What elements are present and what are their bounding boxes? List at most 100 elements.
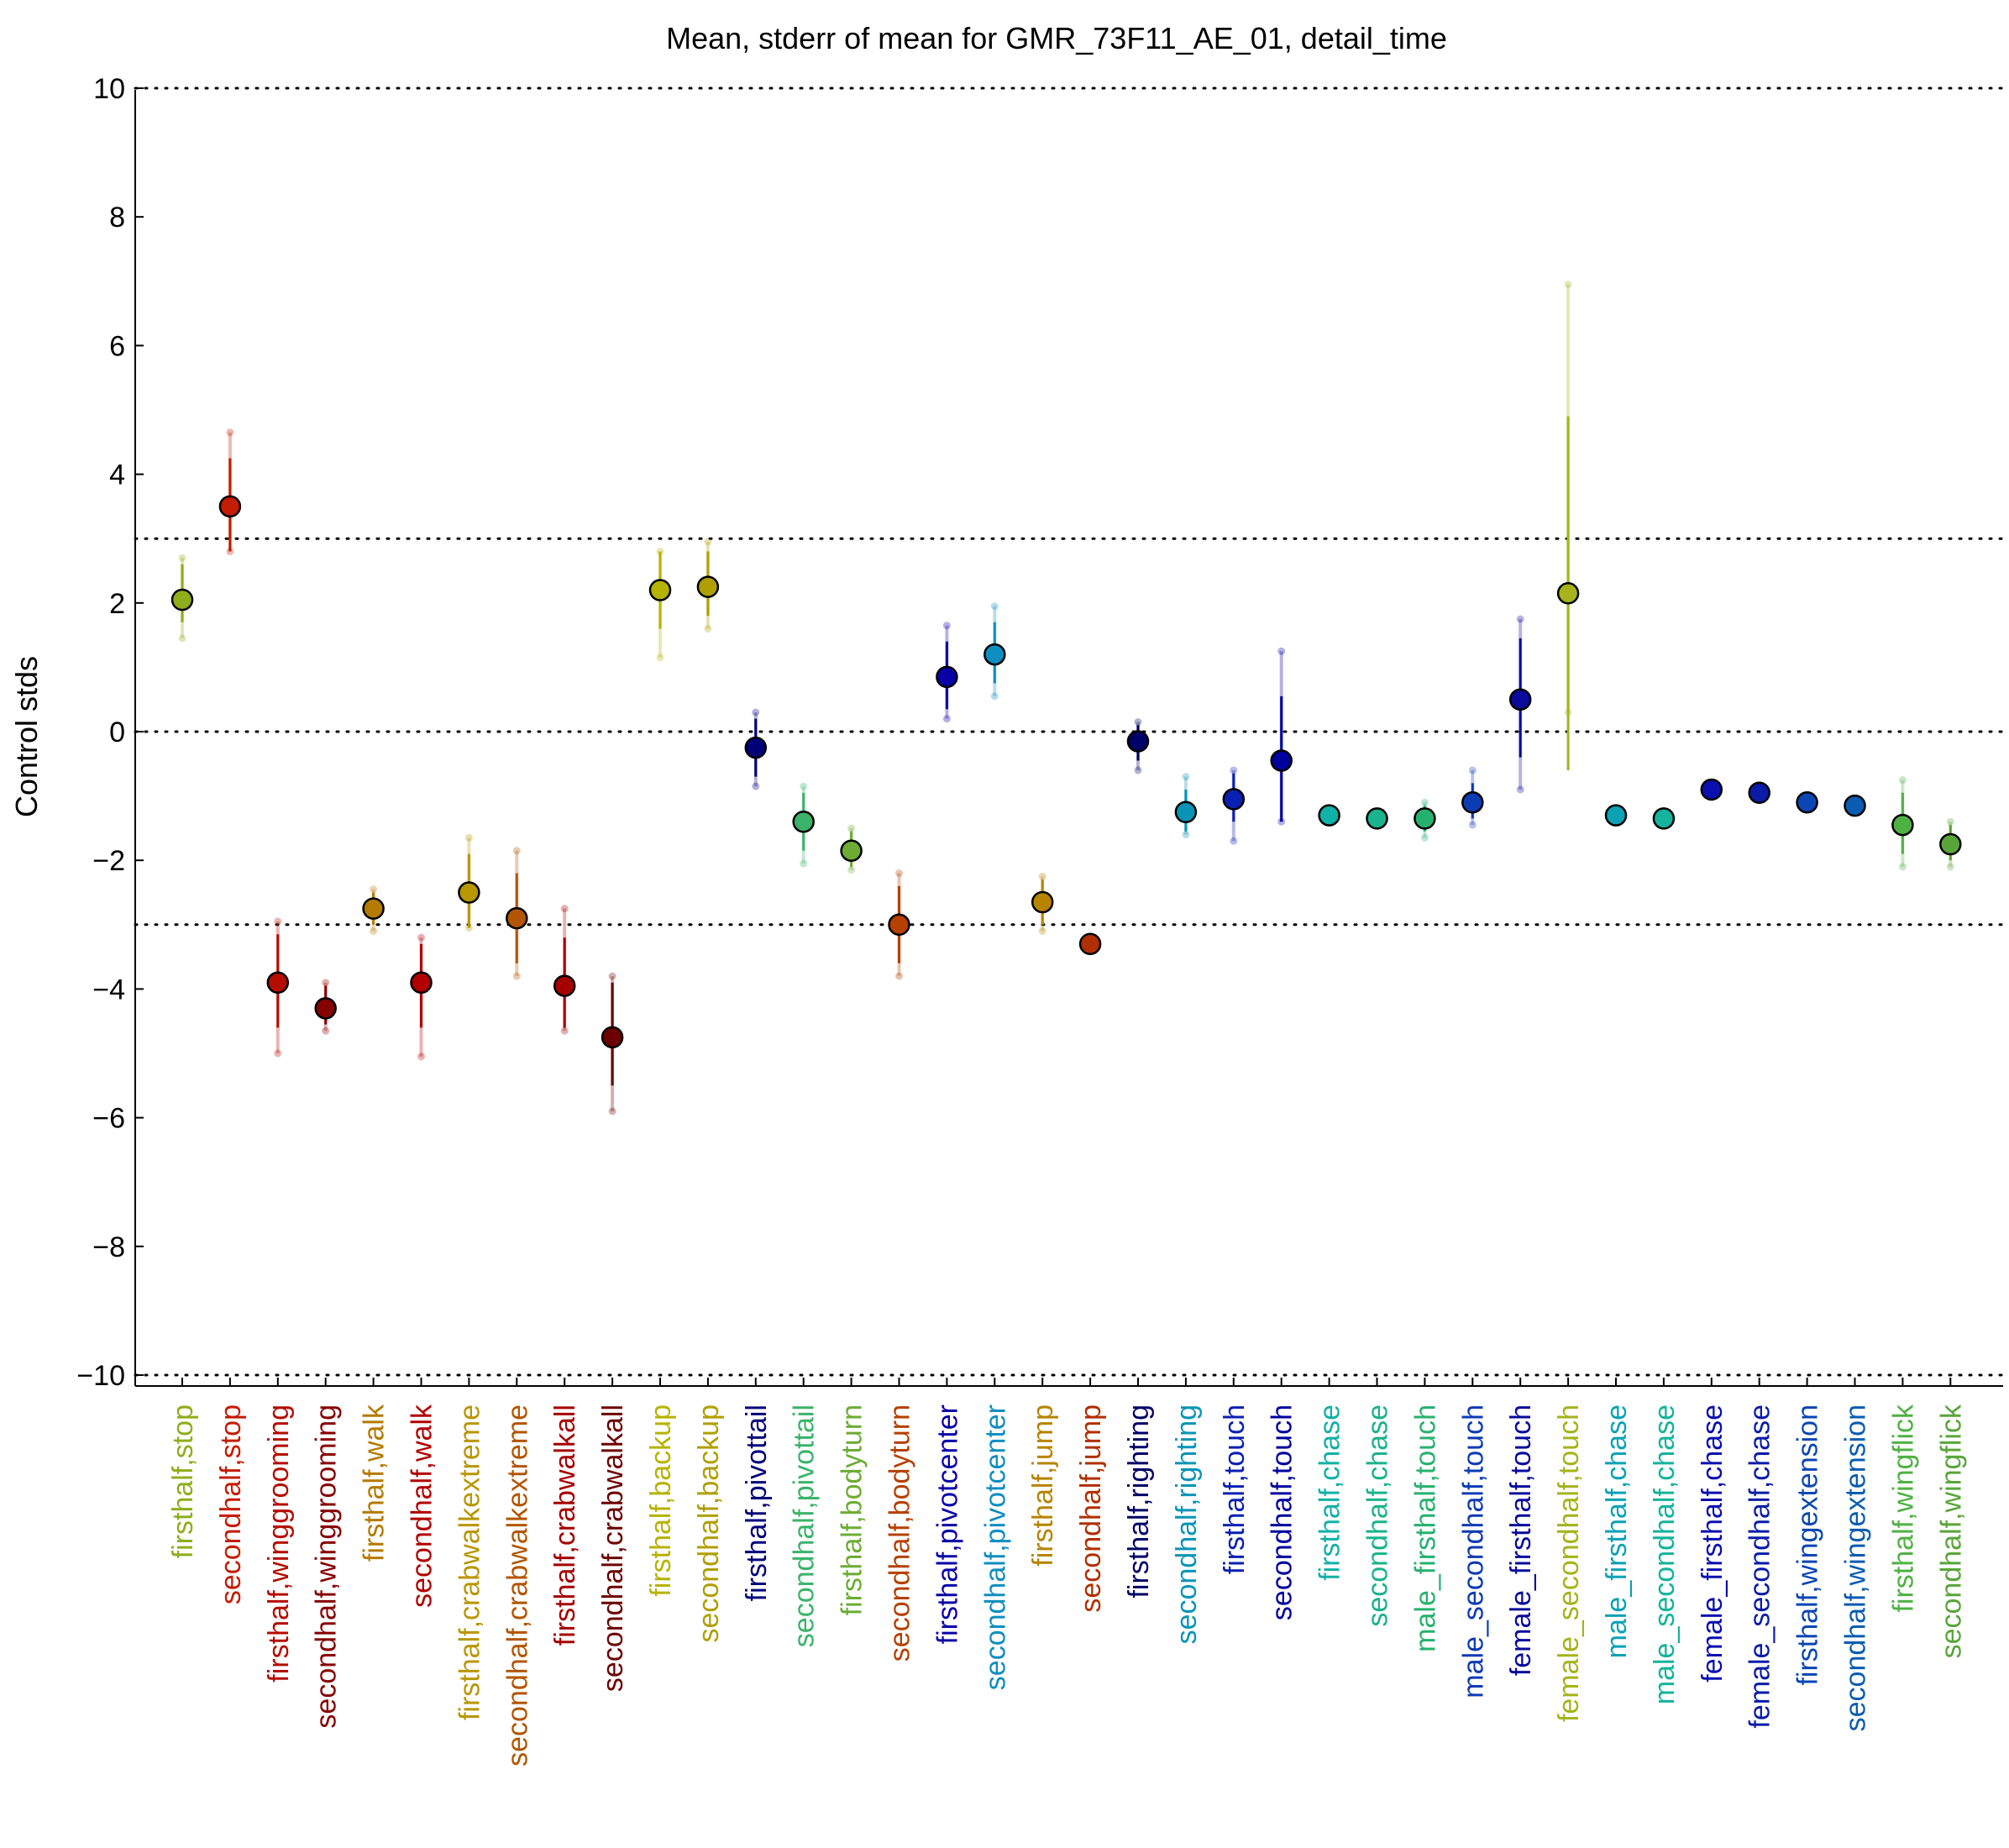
- mean-point: [1556, 582, 1580, 605]
- y-tick-label: −8: [92, 1231, 125, 1263]
- y-tick-label: −10: [76, 1360, 125, 1392]
- x-tick-label: male_firsthalf,touch: [1409, 1404, 1441, 1652]
- mean-point: [696, 575, 720, 598]
- x-tick-label: firsthalf,bodyturn: [837, 1404, 868, 1615]
- mean-point: [1318, 804, 1340, 827]
- mean-point: [792, 810, 815, 833]
- extent-high-dot: [895, 869, 903, 878]
- x-tick-label: firsthalf,pivottail: [741, 1404, 773, 1601]
- chart-title: Mean, stderr of mean for GMR_73F11_AE_01…: [666, 21, 1447, 55]
- data-point-group: [1414, 798, 1436, 842]
- y-tick-label: 0: [109, 717, 125, 748]
- mean-point: [984, 643, 1006, 666]
- extent-high-dot: [417, 933, 425, 942]
- mean-point: [1652, 807, 1676, 830]
- extent-low-dot: [274, 1049, 282, 1058]
- x-tick-label: firsthalf,walk: [359, 1404, 391, 1562]
- extent-low-dot: [942, 715, 951, 723]
- extent-high-dot: [800, 782, 808, 790]
- data-point-group: [1556, 281, 1580, 770]
- x-ticks: firsthalf,stop secondhalf,stop firsthalf,w…: [167, 1378, 1967, 1767]
- x-tick-label: secondhalf,bodyturn: [884, 1404, 916, 1662]
- extent-low-dot: [1898, 863, 1907, 871]
- x-tick-label: secondhalf,winggrooming: [311, 1404, 343, 1729]
- x-tick-label: firsthalf,crabwalkall: [549, 1404, 581, 1646]
- extent-high-dot: [1230, 766, 1238, 774]
- extent-low-dot: [1134, 766, 1142, 774]
- mean-point: [506, 906, 528, 930]
- data-point-group: [1939, 817, 1962, 871]
- x-tick-label: male_secondhalf,touch: [1457, 1404, 1489, 1698]
- extent-high-dot: [1564, 281, 1572, 289]
- x-tick-label: male_firsthalf,chase: [1601, 1404, 1633, 1658]
- mean-point: [1222, 788, 1246, 811]
- mean-point: [601, 1026, 624, 1049]
- data-point-group: [792, 782, 815, 868]
- data-point-group: [1270, 647, 1293, 826]
- x-tick-label: secondhalf,touch: [1267, 1404, 1298, 1620]
- extent-high-dot: [1038, 872, 1046, 880]
- extent-high-dot: [1420, 798, 1429, 806]
- mean-point: [1748, 781, 1770, 805]
- extent-high-dot: [1516, 615, 1524, 623]
- y-ticks: 10 8 6 4 2 0 −2 −4 −6 −8 −10: [76, 73, 144, 1392]
- extent-high-dot: [990, 602, 999, 611]
- data-point-group: [1844, 794, 1866, 817]
- data-point-group: [1891, 775, 1914, 871]
- data-point-group: [218, 428, 242, 556]
- extent-low-dot: [322, 1026, 330, 1035]
- extent-high-dot: [1946, 817, 1954, 826]
- data-point-group: [553, 905, 576, 1035]
- extent-low-dot: [1420, 833, 1429, 842]
- x-tick-label: female_firsthalf,chase: [1697, 1404, 1728, 1683]
- extent-high-dot: [704, 538, 712, 546]
- extent-low-dot: [1516, 785, 1524, 794]
- extent-low-dot: [990, 692, 999, 701]
- mean-point: [1508, 688, 1532, 711]
- mean-point: [1174, 801, 1198, 823]
- x-tick-label: firsthalf,pivotcenter: [931, 1404, 963, 1644]
- extent-low-dot: [1182, 831, 1190, 839]
- extent-low-dot: [1230, 837, 1238, 845]
- extent-high-dot: [1134, 718, 1142, 727]
- data-point-group: [362, 885, 385, 935]
- x-tick-label: firsthalf,jump: [1027, 1404, 1059, 1567]
- extent-low-dot: [512, 972, 521, 980]
- data-point-group: [696, 538, 720, 633]
- mean-point: [266, 971, 290, 994]
- mean-point: [410, 971, 433, 994]
- data-point-group: [1604, 804, 1628, 827]
- mean-point: [1604, 804, 1628, 827]
- mean-point: [458, 881, 480, 904]
- mean-point: [936, 665, 958, 689]
- extent-low-dot: [608, 1107, 616, 1116]
- data-point-group: [1078, 932, 1102, 956]
- x-tick-label: firsthalf,wingflick: [1887, 1404, 1919, 1613]
- mean-point: [218, 495, 242, 518]
- extent-high-dot: [1182, 773, 1190, 781]
- y-tick-label: −2: [92, 845, 125, 877]
- x-tick-label: firsthalf,winggrooming: [263, 1404, 295, 1683]
- extent-high-dot: [608, 972, 616, 980]
- x-tick-label: secondhalf,crabwalkall: [597, 1404, 629, 1692]
- extent-low-dot: [847, 866, 856, 874]
- mean-point: [553, 974, 576, 997]
- mean-point: [1031, 890, 1054, 914]
- mean-point: [840, 839, 863, 862]
- y-tick-label: 8: [109, 202, 125, 234]
- x-tick-label: secondhalf,backup: [693, 1404, 725, 1643]
- mean-point: [1366, 807, 1388, 830]
- data-point-group: [1318, 804, 1340, 827]
- extent-high-dot: [752, 708, 760, 717]
- y-tick-label: 6: [109, 330, 125, 362]
- data-point-group: [1652, 807, 1676, 830]
- data-point-group: [314, 979, 337, 1035]
- data-point-group: [1748, 781, 1770, 805]
- x-tick-label: secondhalf,chase: [1362, 1404, 1394, 1627]
- x-tick-label: secondhalf,walk: [407, 1404, 438, 1608]
- extent-low-dot: [1468, 821, 1477, 829]
- mean-point: [1078, 932, 1102, 956]
- extent-low-dot: [656, 654, 664, 662]
- extent-high-dot: [1277, 647, 1286, 655]
- x-tick-label: firsthalf,backup: [645, 1404, 677, 1597]
